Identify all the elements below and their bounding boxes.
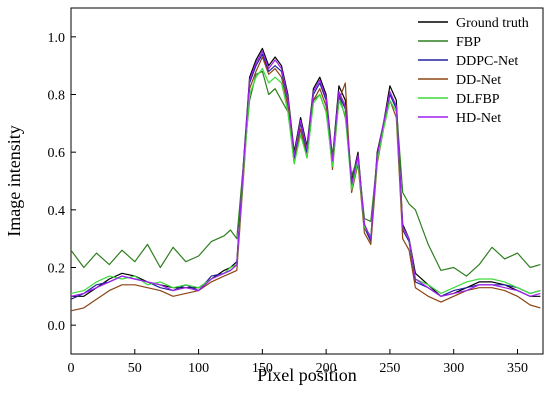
y-axis-title: Image intensity [4, 125, 24, 236]
x-tick-label: 350 [507, 361, 528, 376]
x-tick-label: 300 [443, 361, 464, 376]
y-tick-label: 0.6 [48, 146, 66, 161]
y-tick-label: 0.0 [48, 319, 66, 334]
series-line-5 [70, 50, 541, 297]
y-tick-label: 1.0 [48, 31, 66, 46]
x-tick-label: 0 [68, 361, 75, 376]
legend-label-0: Ground truth [456, 16, 529, 31]
y-axis-ticks: 0.0 0.2 0.4 0.6 0.8 1.0 [48, 31, 76, 334]
series-line-0 [71, 47, 541, 297]
legend-label-4: DLFBP [456, 92, 500, 107]
x-tick-label: 150 [252, 361, 273, 376]
series-layer [70, 47, 541, 312]
x-tick-label: 250 [379, 361, 400, 376]
y-tick-label: 0.8 [48, 89, 66, 104]
legend-label-1: FBP [456, 35, 481, 50]
plot-frame [70, 7, 544, 355]
legend-label-2: DDPC-Net [456, 54, 518, 69]
y-tick-label: 0.4 [48, 204, 66, 219]
x-tick-label: 50 [128, 361, 142, 376]
x-tick-label: 200 [316, 361, 337, 376]
x-tick-label: 100 [188, 361, 209, 376]
legend: Ground truth FBP DDPC-Net DD-Net DLFBP HD-Net [418, 16, 529, 126]
y-tick-label: 0.2 [48, 262, 66, 277]
x-axis-title: Pixel position [257, 365, 357, 385]
series-line-2 [70, 53, 541, 300]
series-line-3 [70, 56, 541, 312]
legend-label-5: HD-Net [456, 111, 501, 126]
legend-label-3: DD-Net [456, 73, 501, 88]
x-axis-ticks: 0 50 100 150 200 250 300 350 [68, 349, 528, 376]
series-line-4 [70, 67, 541, 294]
